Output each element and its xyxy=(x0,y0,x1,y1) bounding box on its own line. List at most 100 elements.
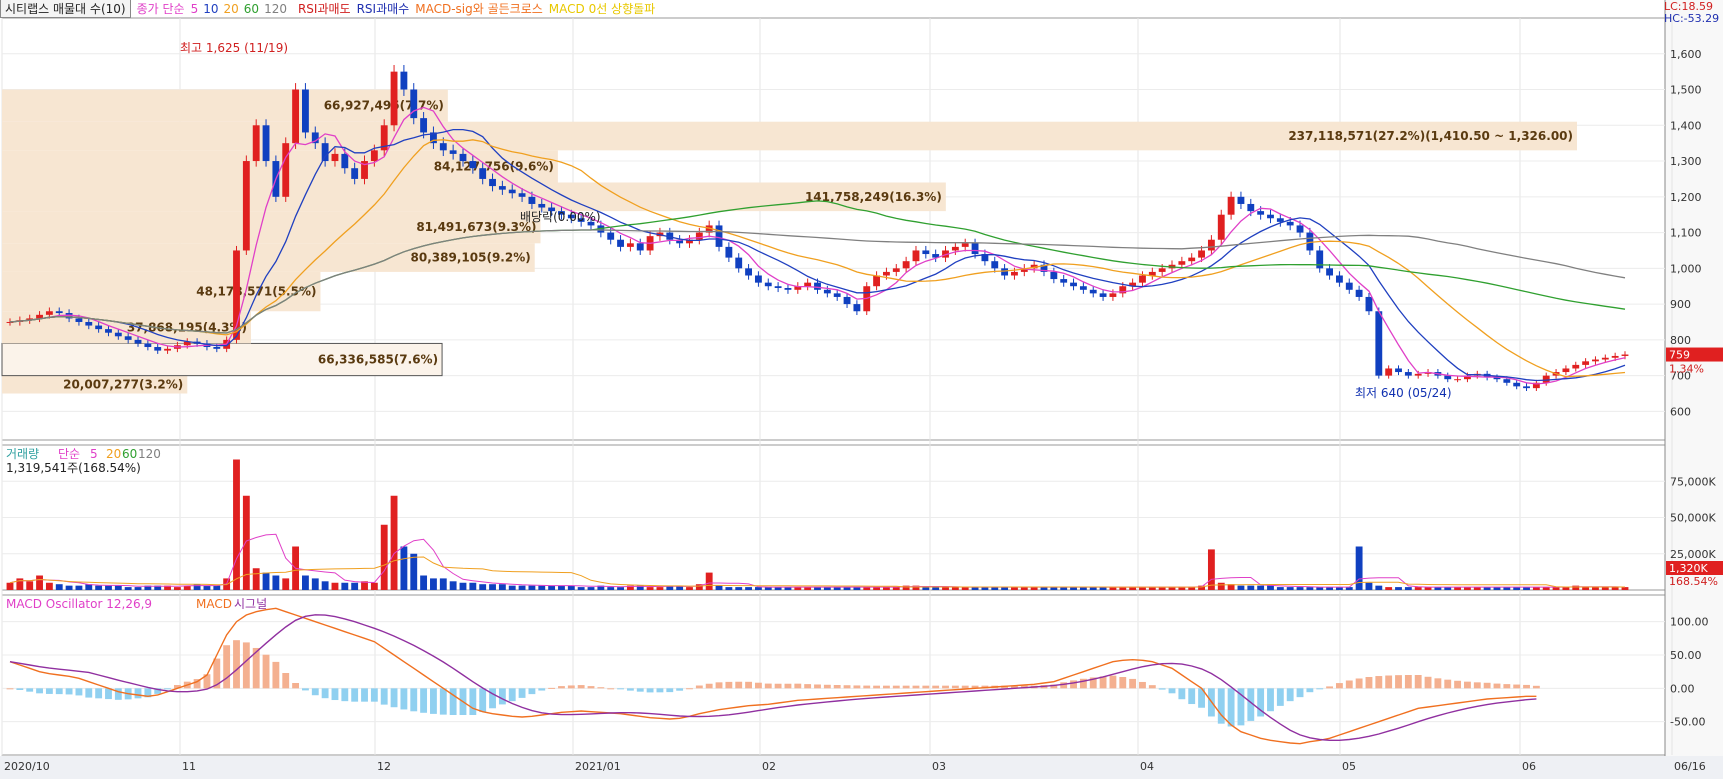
candle-body xyxy=(1296,225,1304,233)
macd-oscillator-bar xyxy=(164,688,171,690)
macd-oscillator-bar xyxy=(873,685,881,689)
volume-bar xyxy=(1020,587,1028,590)
macd-legend-item: MACD Oscillator 12,26,9 xyxy=(6,597,152,611)
macd-oscillator-bar xyxy=(1395,675,1402,689)
chart-title[interactable]: 시티랩스 매물대 수(10) xyxy=(0,0,131,18)
candle-body xyxy=(1119,286,1127,294)
macd-oscillator-bar xyxy=(1139,681,1146,689)
macd-oscillator-bar xyxy=(567,685,575,689)
volume-profile-bar xyxy=(2,375,188,394)
macd-oscillator-bar xyxy=(370,688,378,702)
ex-dividend-annotation: 배당락(0.00%) xyxy=(520,210,601,224)
volume-bar xyxy=(1335,587,1343,590)
volume-bar xyxy=(1129,587,1137,590)
date-tick-label: 06/16 xyxy=(1674,760,1706,773)
macd-oscillator-bar xyxy=(754,682,762,689)
volume-current: 1,319,541주(168.54%) xyxy=(6,461,141,475)
candle-body xyxy=(636,243,644,251)
candle-body xyxy=(1188,257,1196,262)
candle-body xyxy=(400,71,408,90)
macd-oscillator-bar xyxy=(508,688,516,702)
rsi-buy-legend: RSI과매수 xyxy=(356,2,410,16)
volume-bar xyxy=(55,584,63,590)
macd-oscillator-bar xyxy=(400,688,408,710)
macd-oscillator-bar xyxy=(843,685,851,689)
chart-legend: 시티랩스 매물대 수(10) 종가 단순 5 10 20 60 120 RSI과매도 R… xyxy=(0,0,655,18)
price-tick-label: 1,500 xyxy=(1670,84,1702,97)
volume-bar xyxy=(6,582,14,590)
volume-profile-label: 237,118,571(27.2%)(1,410.50 ~ 1,326.00) xyxy=(1288,129,1573,143)
candle-body xyxy=(1326,268,1333,276)
macd-oscillator-bar xyxy=(390,688,398,708)
candle-body xyxy=(469,161,477,169)
volume-bar xyxy=(1276,587,1284,590)
macd-oscillator-bar xyxy=(1454,680,1462,689)
macd-oscillator-bar xyxy=(833,685,841,689)
macd-oscillator-bar xyxy=(6,688,14,690)
macd-oscillator-bar xyxy=(1109,675,1117,689)
volume-bar xyxy=(1050,587,1058,590)
macd-oscillator-bar xyxy=(971,685,979,689)
macd-oscillator-bar xyxy=(1404,675,1412,689)
macd-oscillator-bar xyxy=(646,688,654,693)
volume-profile-label: 81,491,673(9.3%) xyxy=(416,220,536,234)
candle-body xyxy=(361,161,368,179)
macd-oscillator-bar xyxy=(1414,675,1422,689)
price-tick-label: 1,400 xyxy=(1670,119,1702,132)
volume-bar xyxy=(351,582,359,590)
candle-body xyxy=(686,239,693,244)
candle-body xyxy=(1089,289,1097,294)
volume-bar xyxy=(873,587,881,590)
volume-tick-label: 25,000K xyxy=(1670,548,1716,561)
volume-bar xyxy=(715,585,723,590)
candle-body xyxy=(538,203,546,208)
candle-body xyxy=(1050,271,1058,280)
candle-body xyxy=(114,332,122,337)
macd-oscillator-bar xyxy=(321,688,329,699)
volume-bar xyxy=(932,587,940,590)
candle-body xyxy=(853,304,861,312)
price-tick-label: 1,000 xyxy=(1670,262,1702,275)
volume-bar xyxy=(794,587,802,590)
volume-bar xyxy=(1227,584,1235,590)
candle-body xyxy=(843,296,851,305)
candle-body xyxy=(144,343,152,348)
volume-bar xyxy=(981,587,989,590)
volume-bar xyxy=(823,587,831,590)
last-price-badge xyxy=(1666,347,1723,362)
volume-bar xyxy=(1217,582,1225,590)
volume-bar xyxy=(942,587,949,590)
volume-bar xyxy=(124,587,132,590)
candle-body xyxy=(252,125,260,162)
macd-oscillator-bar xyxy=(1168,688,1176,694)
ma-line-20 xyxy=(9,139,1626,378)
candle-body xyxy=(745,268,752,276)
macd-oscillator-bar xyxy=(784,683,792,689)
price-tick-label: 1,600 xyxy=(1670,48,1702,61)
volume-bar xyxy=(183,585,191,590)
candle-body xyxy=(912,250,920,262)
candle-body xyxy=(1464,375,1471,380)
candle-body xyxy=(1237,196,1245,204)
volume-bar xyxy=(725,587,733,590)
volume-bar xyxy=(430,578,437,590)
candle-body xyxy=(577,218,585,222)
macd-oscillator-bar xyxy=(1089,677,1097,689)
volume-bar xyxy=(1523,587,1530,590)
volume-bar xyxy=(489,584,496,590)
macd-oscillator-bar xyxy=(1355,678,1363,689)
volume-bar xyxy=(656,587,664,590)
volume-legend-title: 거래량 xyxy=(6,447,39,461)
volume-bar xyxy=(991,587,999,590)
candle-body xyxy=(1207,239,1215,251)
macd-oscillator-bar xyxy=(607,688,615,690)
volume-bar xyxy=(1178,587,1186,590)
volume-bar xyxy=(1444,587,1452,590)
candle-body xyxy=(823,289,831,294)
macd-oscillator-bar xyxy=(922,685,930,689)
volume-bar xyxy=(370,582,378,590)
candle-body xyxy=(1139,275,1146,283)
volume-bar xyxy=(1473,587,1481,590)
candle-body xyxy=(1345,282,1353,290)
